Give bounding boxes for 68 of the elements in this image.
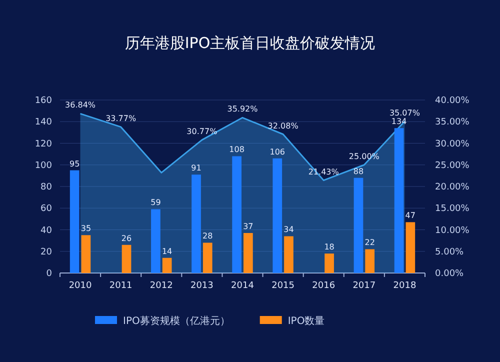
x-tick-label: 2013 [190,281,214,291]
bar [324,254,334,273]
data-label: 134 [391,117,407,126]
data-label: 14 [162,246,172,256]
legend-label: IPO数量 [288,316,325,327]
data-label: 28 [202,232,213,241]
x-tick-label: 2012 [150,281,173,291]
bar [151,209,160,273]
bar [192,174,201,273]
data-label: 88 [353,166,364,176]
x-tick-label: 2010 [68,281,92,291]
data-label: 91 [191,164,202,173]
y2-tick-label: 30.00% [435,139,470,150]
data-label: 36.84% [65,100,96,110]
y2-tick-label: 35.00% [435,118,470,128]
x-tick-label: 2015 [272,281,295,291]
bar [70,170,80,273]
data-label: 47 [405,211,416,220]
y-tick-label: 0 [46,269,52,279]
x-tick-label: 2017 [352,281,376,291]
data-label: 30.77% [186,126,218,136]
data-label: 59 [150,198,161,208]
data-label: 108 [229,145,244,154]
data-label: 33.77% [106,114,136,123]
y2-tick-label: 15.00% [435,204,470,214]
y-tick-label: 20 [40,247,52,258]
y-tick-label: 100 [34,160,52,171]
bar [232,156,242,273]
y2-tick-label: 0.00% [435,269,464,279]
data-label: 22 [364,238,375,248]
y2-tick-label: 5.00% [435,247,464,258]
bar [81,235,91,273]
data-label: 37 [243,222,254,231]
y-tick-label: 160 [34,96,52,106]
chart-title: 历年港股IPO主板首日收盘价破发情况 [124,34,376,52]
data-label: 18 [324,242,334,252]
y-tick-label: 40 [40,226,52,236]
data-label: 26 [121,234,132,243]
bar [354,178,364,273]
bar [284,236,294,273]
bar [122,244,132,273]
bar [365,249,375,273]
x-tick-label: 2011 [109,281,132,291]
bar [244,232,253,273]
data-label: 106 [270,147,286,156]
x-tick-label: 2018 [393,281,416,291]
data-label: 35 [80,224,92,234]
y-tick-label: 60 [40,204,52,214]
legend-label: IPO募资规模（亿港元） [123,315,230,327]
y2-tick-label: 20.00% [435,182,470,192]
bar [394,128,404,273]
y2-tick-label: 25.00% [435,160,470,171]
bar [162,258,172,273]
y-tick-label: 140 [34,118,52,128]
data-label: 34 [284,225,294,234]
data-label: 95 [70,159,80,168]
bar [202,242,212,273]
x-tick-label: 2014 [231,281,254,291]
x-tick-label: 2016 [312,281,336,291]
bar [406,222,416,273]
y-tick-label: 80 [40,182,52,192]
data-label: 35.07% [389,108,420,118]
data-label: 35.92% [227,104,258,114]
y-tick-label: 120 [34,139,52,150]
bar [272,158,282,273]
y2-tick-label: 10.00% [435,226,470,236]
y2-tick-label: 40.00% [435,96,470,106]
data-label: 32.08% [268,121,299,130]
